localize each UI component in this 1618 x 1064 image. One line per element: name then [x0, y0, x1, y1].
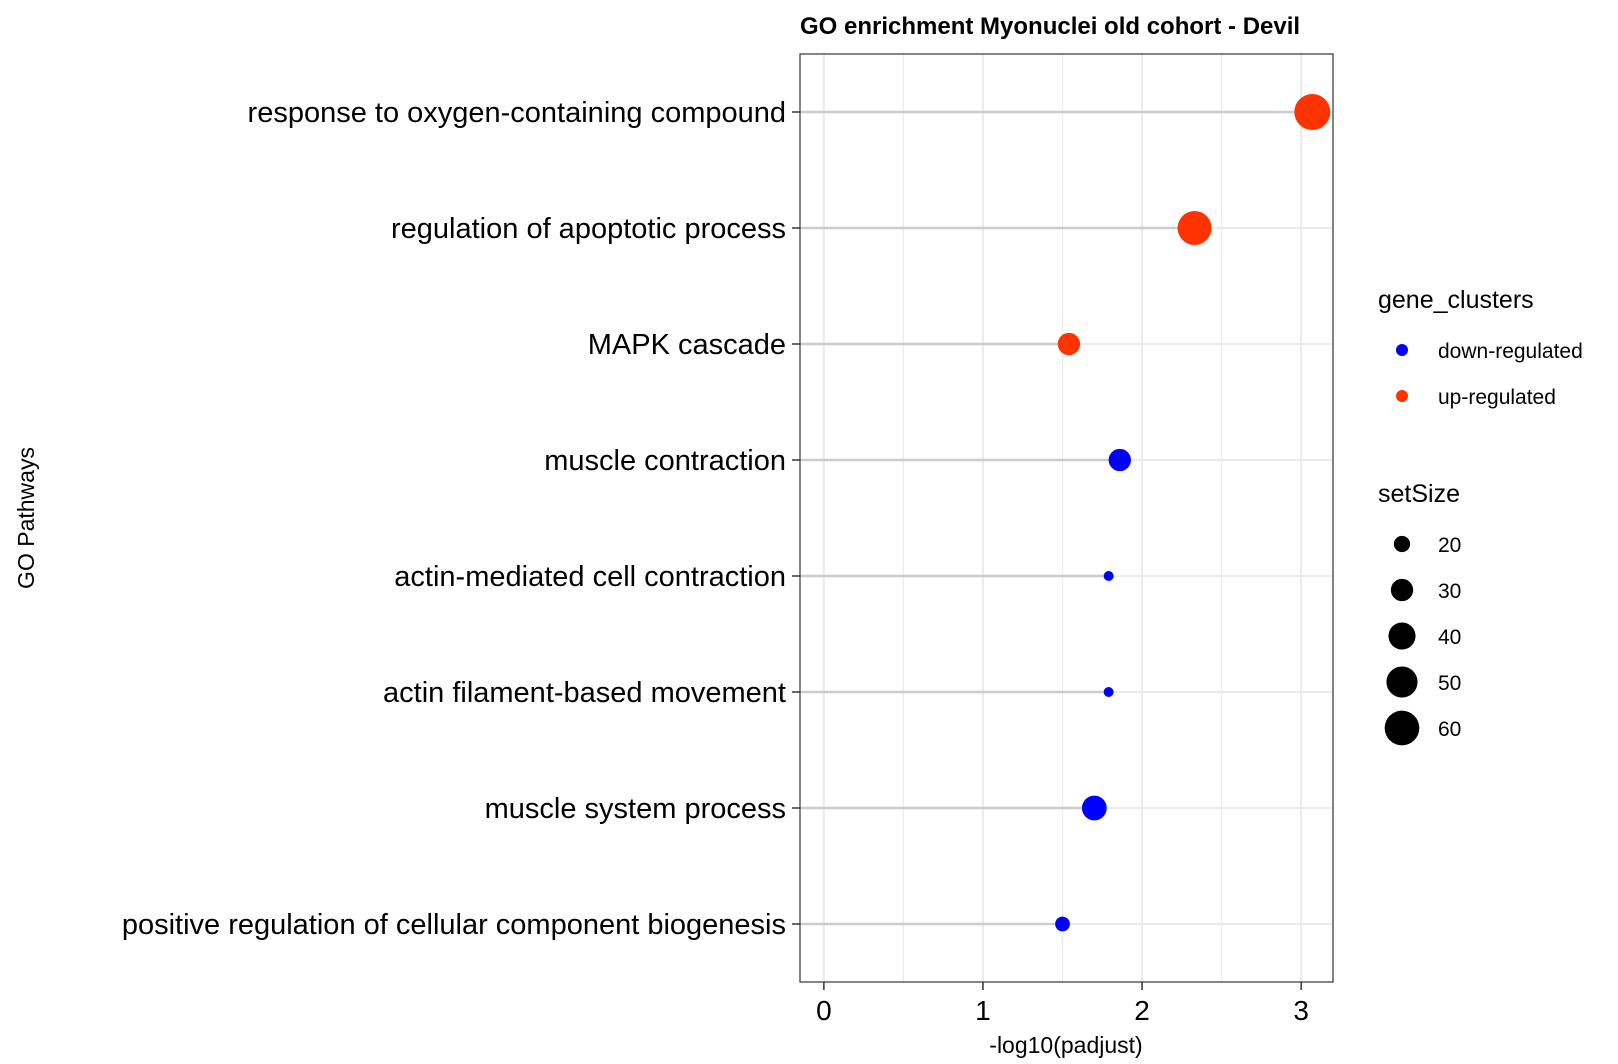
- legend: gene_clusters setSize down-regulated up-r…: [1378, 286, 1583, 746]
- legend-size-key: [1384, 710, 1420, 746]
- y-tick-label: response to oxygen-containing compound: [248, 97, 786, 129]
- x-tick-label: 1: [975, 995, 991, 1026]
- data-point: [1103, 687, 1114, 697]
- y-tick-label: muscle system process: [485, 793, 786, 825]
- x-axis-tick-labels: 0 1 2 3: [816, 982, 1309, 1026]
- y-tick-label: positive regulation of cellular componen…: [122, 909, 786, 941]
- panel-border: [799, 53, 1334, 983]
- data-point: [1081, 795, 1107, 821]
- data-point: [1294, 94, 1331, 130]
- x-axis-label: -log10(padjust): [989, 1032, 1142, 1058]
- legend-size-key: [1386, 666, 1418, 698]
- legend-size-label: 40: [1438, 626, 1461, 649]
- legend-size-label: 20: [1438, 534, 1461, 557]
- legend-color-key: [1396, 344, 1408, 356]
- y-axis-tick-labels: response to oxygen-containing compound re…: [122, 97, 800, 941]
- legend-size-label: 60: [1438, 718, 1461, 741]
- legend-size-key: [1388, 622, 1416, 650]
- legend-size-label: 50: [1438, 672, 1461, 695]
- legend-size-label: 30: [1438, 580, 1461, 603]
- grid-layer: [800, 54, 1333, 982]
- x-tick-label: 2: [1134, 995, 1150, 1026]
- y-tick-label: muscle contraction: [544, 445, 786, 477]
- x-tick-label: 0: [816, 995, 832, 1026]
- legend-color-key: [1396, 390, 1408, 402]
- data-point: [1103, 571, 1114, 581]
- legend-color-title: gene_clusters: [1378, 286, 1534, 314]
- chart-title: GO enrichment Myonuclei old cohort - Dev…: [800, 13, 1300, 40]
- y-tick-label: actin-mediated cell contraction: [394, 561, 786, 593]
- legend-size-key: [1393, 535, 1411, 553]
- y-tick-label: MAPK cascade: [588, 329, 786, 361]
- y-tick-label: actin filament-based movement: [383, 677, 786, 709]
- y-tick-label: regulation of apoptotic process: [391, 213, 786, 245]
- x-tick-label: 3: [1293, 995, 1309, 1026]
- y-axis-label: GO Pathways: [13, 447, 39, 589]
- data-point: [1055, 916, 1070, 932]
- data-point: [1108, 448, 1131, 472]
- data-point: [1177, 211, 1212, 245]
- point-layer: [1055, 94, 1331, 932]
- segment-layer: [800, 110, 1313, 926]
- legend-color-label: up-regulated: [1438, 386, 1556, 409]
- legend-size-title: setSize: [1378, 480, 1460, 508]
- legend-size-key: [1390, 578, 1414, 602]
- data-point: [1057, 332, 1081, 356]
- legend-color-label: down-regulated: [1438, 340, 1583, 363]
